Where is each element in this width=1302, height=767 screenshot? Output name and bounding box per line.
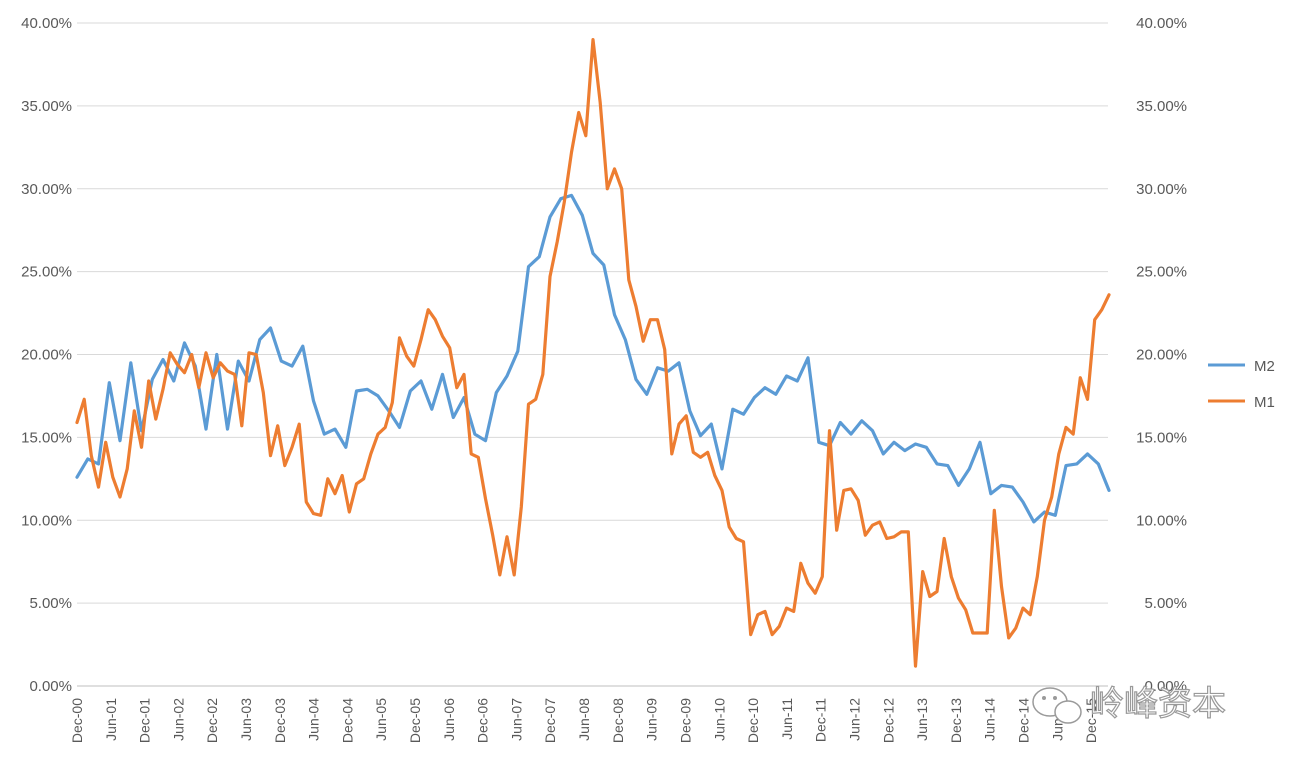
legend-item-m2: M2: [1208, 358, 1275, 375]
watermark: 岭峰资本: [1032, 683, 1227, 725]
x-tick-label: Dec-00: [69, 698, 85, 743]
y-tick-label-right: 40.00%: [1136, 15, 1187, 32]
x-tick-label: Jun-08: [576, 698, 592, 741]
x-tick-label: Dec-15: [1083, 698, 1099, 743]
legend-label-m2: M2: [1254, 358, 1275, 375]
x-tick-label: Dec-13: [948, 698, 964, 743]
x-tick-label: Jun-11: [779, 698, 795, 740]
series-lines: [75, 37, 1111, 668]
y-tick-label-left: 35.00%: [21, 98, 72, 115]
legend-label-m1: M1: [1254, 394, 1275, 411]
x-tick-label: Jun-04: [306, 698, 322, 741]
y-tick-label-left: 30.00%: [21, 181, 72, 198]
y-tick-label-right: 5.00%: [1144, 595, 1187, 612]
y-tick-label-left: 40.00%: [21, 15, 72, 32]
x-tick-label: Jun-02: [170, 698, 186, 741]
y-tick-label-left: 20.00%: [21, 347, 72, 364]
x-tick-label: Dec-05: [407, 698, 423, 743]
y-tick-label-right: 0.00%: [1144, 678, 1187, 695]
x-tick-label: Jun-14: [982, 698, 998, 741]
y-tick-label-right: 35.00%: [1136, 98, 1187, 115]
x-tick-label: Dec-11: [813, 698, 829, 742]
y-tick-label-right: 30.00%: [1136, 181, 1187, 198]
x-axis: Dec-00 Jun-01 Dec-01 Jun-02 Dec-02 Jun-03 Dec-…: [69, 698, 1099, 743]
x-tick-label: Jun-07: [508, 698, 524, 741]
y-tick-label-right: 15.00%: [1136, 429, 1187, 446]
x-tick-label: Dec-03: [272, 698, 288, 743]
x-tick-label: Jun-01: [103, 698, 119, 741]
series-line-m2: [75, 193, 1111, 524]
y-tick-label-right: 25.00%: [1136, 264, 1187, 281]
y-tick-label-left: 10.00%: [21, 512, 72, 529]
x-tick-label: Jun-03: [238, 698, 254, 741]
x-tick-label: Dec-04: [339, 698, 355, 743]
series-line-m1: [75, 37, 1111, 668]
x-tick-label: Jun-05: [373, 698, 389, 741]
y-tick-label-left: 0.00%: [29, 678, 72, 695]
y-tick-label-left: 25.00%: [21, 264, 72, 281]
legend-item-m1: M1: [1208, 394, 1275, 411]
y-tick-label-right: 10.00%: [1136, 512, 1187, 529]
wechat-icon: [1032, 687, 1082, 724]
y-tick-label-left: 5.00%: [29, 595, 72, 612]
x-tick-label: Dec-08: [610, 698, 626, 743]
x-tick-label: Dec-10: [745, 698, 761, 743]
x-tick-label: Dec-09: [677, 698, 693, 743]
x-tick-label: Jun-10: [711, 698, 727, 741]
y-axis-left: 0.00% 5.00% 10.00% 15.00% 20.00% 25.00% 30.00%…: [21, 15, 72, 695]
x-tick-label: Dec-14: [1015, 698, 1031, 743]
x-tick-label: Dec-01: [137, 698, 153, 743]
watermark-text: 岭峰资本: [1090, 684, 1226, 724]
y-tick-label-left: 15.00%: [21, 429, 72, 446]
x-tick-label: Jun-06: [441, 698, 457, 741]
y-tick-label-right: 20.00%: [1136, 347, 1187, 364]
y-axis-right: 0.00% 5.00% 10.00% 15.00% 20.00% 25.00% 30.00%…: [1136, 15, 1187, 695]
x-tick-label: Jun-09: [644, 698, 660, 741]
x-tick-label: Jun-13: [914, 698, 930, 741]
x-tick-label: Dec-06: [475, 698, 491, 743]
x-tick-label: Dec-12: [880, 698, 896, 743]
legend: M2 M1: [1208, 358, 1275, 411]
x-tick-label: Jun-12: [846, 698, 862, 741]
x-tick-label: Dec-07: [542, 698, 558, 743]
x-tick-label: Dec-02: [204, 698, 220, 743]
